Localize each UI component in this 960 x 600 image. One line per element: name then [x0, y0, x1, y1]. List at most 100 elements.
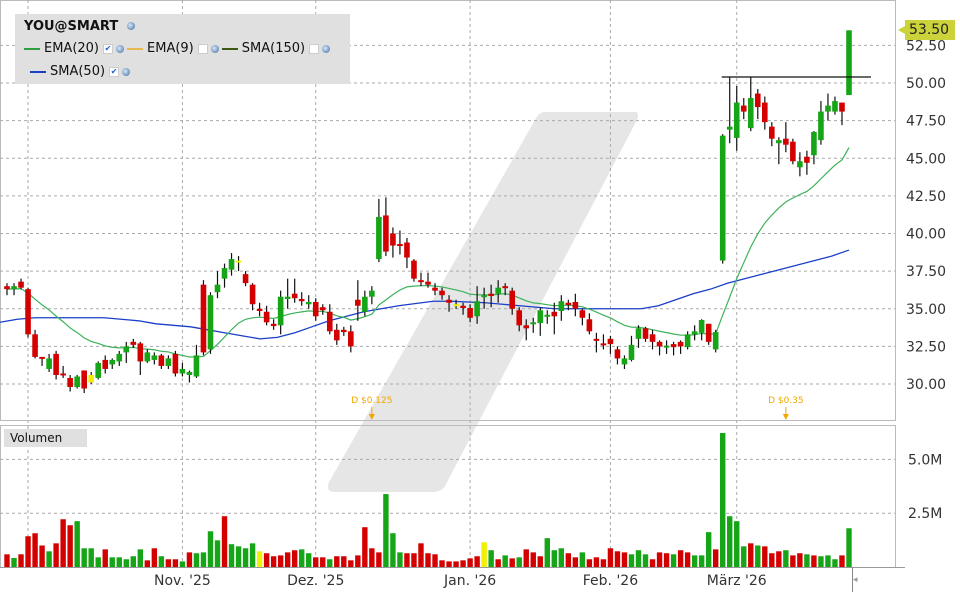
- sma150-checkbox[interactable]: [309, 43, 320, 54]
- candle-body: [642, 328, 649, 339]
- candle-body: [348, 331, 354, 347]
- candle-body: [116, 353, 123, 362]
- sma50-settings-icon[interactable]: [122, 67, 131, 76]
- volume-pane-label: Volumen: [4, 429, 87, 447]
- volume-bar: [741, 546, 747, 567]
- ema20-settings-icon[interactable]: [116, 44, 125, 53]
- candle-body: [453, 304, 459, 307]
- candle-body: [102, 359, 109, 369]
- volume-bar: [116, 557, 122, 567]
- volume-bar: [221, 516, 228, 567]
- candle-body: [74, 376, 80, 388]
- candle-body: [158, 355, 165, 366]
- candle-body: [418, 280, 424, 283]
- sma150-settings-icon[interactable]: [322, 44, 331, 53]
- candle-body: [502, 286, 508, 289]
- candle-body: [319, 307, 326, 311]
- candle-body: [754, 93, 761, 108]
- candle-body: [383, 215, 389, 252]
- volume-bar: [11, 557, 17, 567]
- candle-body: [656, 341, 663, 347]
- candle-body: [67, 377, 73, 388]
- volume-bar: [691, 555, 698, 567]
- volume-bar: [628, 554, 635, 567]
- symbol-title: YOU@SMART: [24, 19, 138, 34]
- volume-bar: [306, 553, 312, 567]
- volume-bar: [4, 554, 10, 567]
- volume-bar: [705, 532, 712, 567]
- volume-bar: [74, 521, 80, 567]
- candle-body: [228, 259, 235, 270]
- volume-bar: [284, 552, 291, 567]
- sma50-checkbox[interactable]: ✔: [109, 66, 120, 77]
- candle-body: [249, 284, 256, 305]
- candle-body: [432, 287, 438, 291]
- volume-bar: [783, 550, 789, 567]
- volume-bar: [727, 516, 733, 567]
- candle-body: [95, 362, 102, 378]
- volume-bar: [186, 552, 193, 567]
- candle-body: [186, 371, 193, 375]
- volume-bar: [81, 548, 87, 567]
- dividend-arrow-icon: [368, 414, 375, 420]
- sma150-swatch: [221, 47, 238, 50]
- candle-body: [221, 268, 228, 279]
- candle-body: [60, 373, 66, 376]
- ema20-checkbox[interactable]: ✔: [103, 43, 114, 54]
- candle-body: [698, 320, 705, 333]
- volume-bar: [572, 557, 579, 567]
- volume-bar: [263, 553, 270, 567]
- candle-body: [397, 244, 403, 247]
- volume-bar: [404, 553, 410, 567]
- price-tick-label: 30.00: [906, 377, 946, 393]
- candle-body: [558, 301, 565, 312]
- candle-body: [404, 242, 410, 258]
- volume-bar: [677, 550, 684, 567]
- volume-bar: [804, 554, 810, 567]
- candle-body: [586, 319, 593, 332]
- ema9-swatch: [127, 47, 144, 50]
- volume-bar: [299, 549, 305, 567]
- candle-body: [565, 302, 572, 305]
- symbol-settings-icon[interactable]: [126, 22, 135, 30]
- volume-bar: [355, 555, 361, 567]
- candle-body: [474, 301, 480, 317]
- candle-body: [593, 338, 600, 341]
- volume-bar: [607, 548, 614, 567]
- volume-bar: [516, 557, 522, 567]
- volume-bar: [656, 552, 663, 567]
- candle-body: [621, 358, 628, 365]
- candle-body: [705, 323, 712, 342]
- candle-body: [39, 356, 45, 359]
- volume-bar: [432, 554, 438, 567]
- volume-bar: [172, 559, 179, 567]
- candle-body: [488, 293, 494, 296]
- volume-bar: [523, 549, 529, 567]
- time-tick-label: Jan. '26: [443, 573, 496, 589]
- volume-bar: [320, 557, 326, 567]
- candle-body: [144, 352, 151, 362]
- legend-ema9-label: EMA(9): [147, 41, 194, 56]
- volume-bar: [530, 552, 536, 567]
- candle-body: [390, 233, 396, 246]
- volume-bar: [327, 559, 333, 567]
- volume-bar: [383, 494, 389, 567]
- candle-body: [783, 138, 789, 145]
- volume-bar: [88, 548, 94, 567]
- candle-body: [740, 105, 747, 112]
- candle-body: [165, 358, 172, 366]
- volume-bar: [776, 551, 782, 567]
- volume-bar: [60, 519, 66, 567]
- volume-bar: [291, 550, 298, 567]
- volume-bar: [558, 548, 565, 567]
- volume-bar: [467, 558, 473, 567]
- sma50-line: [0, 249, 850, 340]
- ema9-checkbox[interactable]: [197, 43, 208, 54]
- candle-body: [649, 334, 656, 342]
- ema9-settings-icon[interactable]: [210, 44, 219, 53]
- volume-bar: [193, 553, 200, 567]
- volume-bar: [179, 561, 186, 567]
- volume-bar: [158, 556, 165, 567]
- volume-bar: [790, 555, 796, 567]
